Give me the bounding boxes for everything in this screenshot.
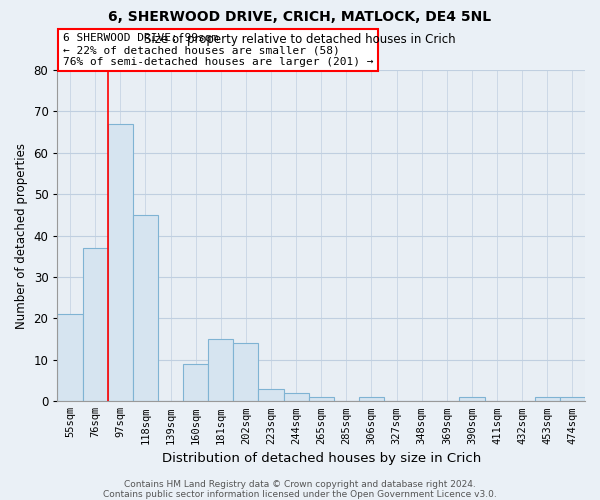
Bar	[259, 389, 284, 402]
Bar	[58, 314, 83, 402]
Text: Contains HM Land Registry data © Crown copyright and database right 2024.: Contains HM Land Registry data © Crown c…	[124, 480, 476, 489]
Bar	[460, 397, 485, 402]
Bar	[208, 339, 233, 402]
Bar	[83, 248, 108, 402]
Bar	[284, 393, 308, 402]
X-axis label: Distribution of detached houses by size in Crich: Distribution of detached houses by size …	[161, 452, 481, 465]
Bar	[133, 215, 158, 402]
Bar	[560, 397, 585, 402]
Text: Size of property relative to detached houses in Crich: Size of property relative to detached ho…	[144, 32, 456, 46]
Bar	[183, 364, 208, 402]
Bar	[108, 124, 133, 402]
Y-axis label: Number of detached properties: Number of detached properties	[15, 142, 28, 328]
Text: 6, SHERWOOD DRIVE, CRICH, MATLOCK, DE4 5NL: 6, SHERWOOD DRIVE, CRICH, MATLOCK, DE4 5…	[109, 10, 491, 24]
Bar	[359, 397, 384, 402]
Bar	[535, 397, 560, 402]
Text: 6 SHERWOOD DRIVE: 99sqm
← 22% of detached houses are smaller (58)
76% of semi-de: 6 SHERWOOD DRIVE: 99sqm ← 22% of detache…	[63, 34, 373, 66]
Bar	[308, 397, 334, 402]
Text: Contains public sector information licensed under the Open Government Licence v3: Contains public sector information licen…	[103, 490, 497, 499]
Bar	[233, 344, 259, 402]
